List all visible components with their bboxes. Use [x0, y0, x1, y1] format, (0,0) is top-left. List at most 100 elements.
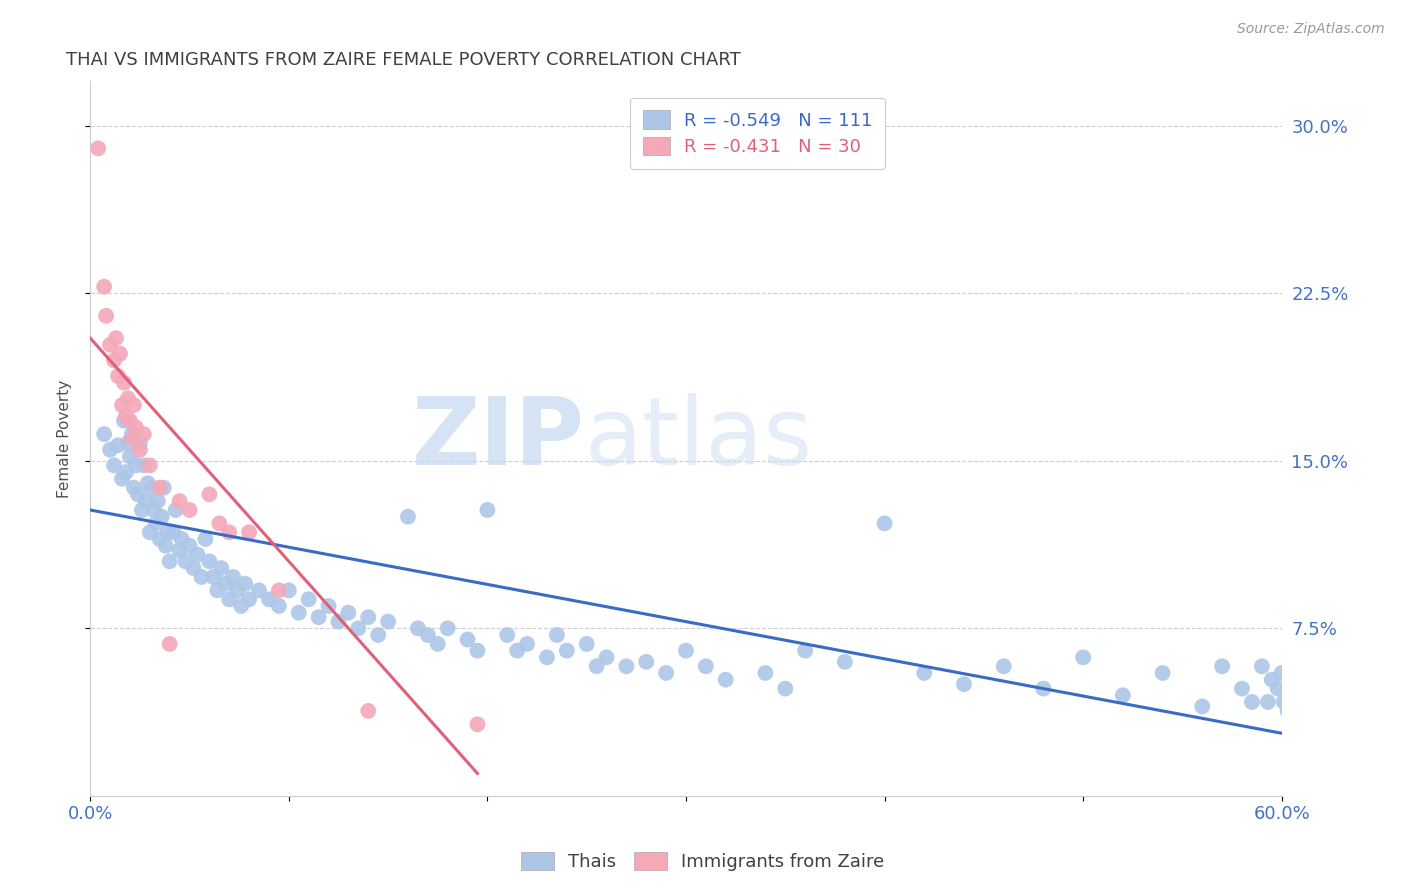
Point — [436, 621, 458, 635]
Point — [396, 509, 419, 524]
Point — [155, 539, 177, 553]
Point — [169, 543, 191, 558]
Point — [117, 436, 139, 450]
Y-axis label: Female Poverty: Female Poverty — [58, 379, 72, 498]
Point — [467, 643, 489, 657]
Point — [112, 376, 135, 390]
Point — [496, 628, 519, 642]
Point — [125, 420, 148, 434]
Point — [122, 481, 145, 495]
Point — [257, 592, 280, 607]
Point — [132, 427, 155, 442]
Point — [457, 632, 479, 647]
Point — [675, 643, 697, 657]
Point — [277, 583, 299, 598]
Point — [183, 561, 205, 575]
Point — [98, 338, 121, 352]
Point — [1261, 673, 1284, 687]
Point — [94, 309, 117, 323]
Point — [186, 548, 208, 562]
Point — [347, 621, 370, 635]
Point — [1112, 688, 1135, 702]
Point — [135, 494, 157, 508]
Point — [357, 610, 380, 624]
Point — [179, 539, 201, 553]
Point — [595, 650, 617, 665]
Point — [1272, 695, 1295, 709]
Point — [202, 570, 225, 584]
Point — [714, 673, 737, 687]
Point — [218, 525, 240, 540]
Point — [156, 525, 179, 540]
Point — [546, 628, 568, 642]
Point — [179, 503, 201, 517]
Point — [506, 643, 529, 657]
Point — [121, 432, 143, 446]
Point — [131, 503, 153, 517]
Point — [1071, 650, 1094, 665]
Point — [111, 398, 134, 412]
Point — [118, 414, 141, 428]
Point — [298, 592, 321, 607]
Point — [695, 659, 717, 673]
Point — [87, 141, 110, 155]
Point — [1211, 659, 1233, 673]
Point — [149, 532, 172, 546]
Point — [953, 677, 976, 691]
Point — [233, 576, 256, 591]
Point — [794, 643, 817, 657]
Point — [112, 414, 135, 428]
Point — [174, 554, 197, 568]
Point — [477, 503, 499, 517]
Point — [162, 525, 184, 540]
Point — [328, 615, 350, 629]
Point — [128, 436, 150, 450]
Point — [128, 442, 150, 457]
Point — [873, 516, 896, 531]
Point — [1250, 659, 1272, 673]
Point — [231, 599, 253, 613]
Point — [616, 659, 638, 673]
Point — [287, 606, 309, 620]
Point — [337, 606, 360, 620]
Point — [105, 331, 128, 345]
Point — [115, 465, 138, 479]
Point — [575, 637, 598, 651]
Point — [318, 599, 340, 613]
Point — [142, 503, 165, 517]
Point — [146, 494, 169, 508]
Point — [218, 592, 240, 607]
Point — [152, 481, 174, 495]
Point — [308, 610, 330, 624]
Point — [141, 481, 163, 495]
Point — [1267, 681, 1289, 696]
Point — [103, 458, 125, 473]
Point — [238, 525, 260, 540]
Point — [127, 487, 149, 501]
Point — [108, 347, 131, 361]
Text: atlas: atlas — [585, 392, 813, 484]
Point — [226, 583, 249, 598]
Point — [150, 509, 173, 524]
Point — [536, 650, 558, 665]
Point — [125, 458, 148, 473]
Point — [93, 427, 115, 442]
Point — [222, 570, 245, 584]
Point — [1152, 665, 1174, 680]
Point — [1257, 695, 1279, 709]
Point — [636, 655, 658, 669]
Point — [118, 450, 141, 464]
Point — [214, 576, 236, 591]
Point — [115, 409, 138, 424]
Point — [1230, 681, 1253, 696]
Point — [198, 487, 221, 501]
Point — [467, 717, 489, 731]
Point — [585, 659, 607, 673]
Point — [198, 554, 221, 568]
Point — [98, 442, 121, 457]
Point — [1281, 711, 1303, 725]
Legend: R = -0.549   N = 111, R = -0.431   N = 30: R = -0.549 N = 111, R = -0.431 N = 30 — [630, 97, 884, 169]
Point — [367, 628, 389, 642]
Point — [139, 458, 162, 473]
Point — [775, 681, 797, 696]
